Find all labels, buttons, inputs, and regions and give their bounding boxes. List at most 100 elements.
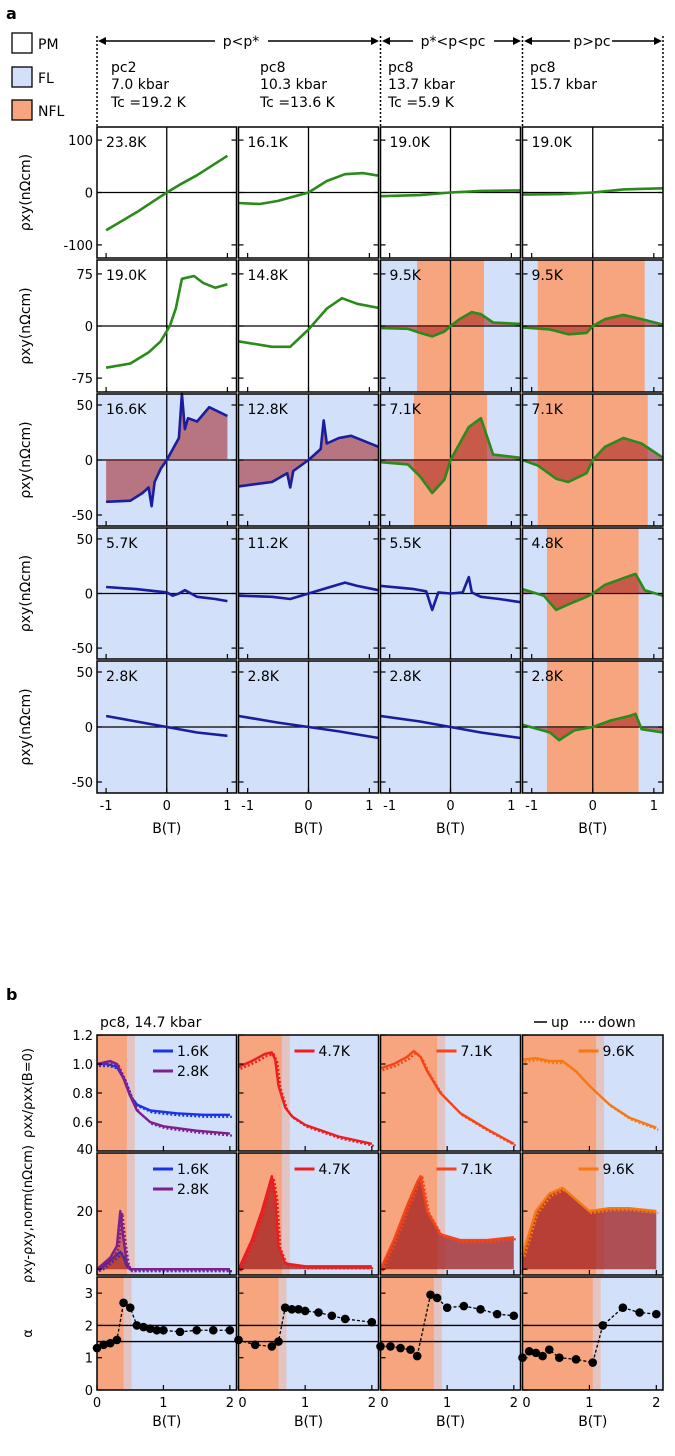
subplot-b-r2-c4: 9.6K — [521, 1152, 664, 1276]
y-tick-label: 40 — [76, 1143, 93, 1158]
alpha-point — [476, 1304, 485, 1314]
pressure: 13.7 kbar — [388, 77, 455, 93]
y-tick-label: 0 — [85, 1263, 93, 1278]
x-tick-label: 2 — [368, 1396, 376, 1411]
regime-arrowheads — [98, 37, 662, 45]
x-tick-label: 1 — [650, 799, 658, 814]
alpha-point — [327, 1311, 337, 1321]
alpha-point — [396, 1343, 405, 1353]
y-axis-label: ρxy(nΩcm) — [18, 287, 34, 364]
nfl-region — [97, 1277, 124, 1390]
alpha-point — [112, 1335, 122, 1345]
y-tick-label: 1.0 — [72, 1058, 93, 1073]
alpha-point — [588, 1358, 598, 1367]
temperature-label: 2.8K — [106, 669, 138, 685]
data-curve — [238, 581, 379, 601]
pressure: 10.3 kbar — [260, 77, 327, 93]
alpha-point — [618, 1303, 628, 1312]
x-tick-label: 2 — [652, 1396, 660, 1411]
subplot-a-r3-c3: 7.1K — [379, 393, 522, 527]
y-tick-label: 0 — [85, 588, 93, 603]
nfl-region — [380, 1277, 434, 1390]
temperature-label: 16.1K — [248, 135, 289, 151]
alpha-point — [432, 1293, 442, 1303]
subplot-a-r4-c1: 5.7K 50 0 -50 ρxy(nΩcm) — [18, 527, 238, 660]
x-tick-label: -1 — [100, 799, 113, 814]
y-tick-label: 50 — [76, 533, 93, 548]
x-tick-label: 0 — [380, 1396, 388, 1411]
x-tick-label: 1 — [585, 1396, 593, 1411]
subplot-b-r3-c2: 0 1 2 B(T) — [234, 1276, 380, 1430]
temperature-label: 5.5K — [390, 536, 422, 552]
tc: Tc =19.2 K — [110, 95, 187, 111]
data-curve-down — [99, 1064, 232, 1118]
plot-frame — [521, 1152, 664, 1276]
alpha-point — [538, 1351, 547, 1361]
data-curve-up — [96, 1059, 231, 1135]
plot-frame — [521, 1276, 664, 1391]
data-curve-up — [97, 1062, 230, 1117]
subplot-a-r5-c1: 2.8K 50 0 -50 ρxy(nΩcm) -1 0 1 B(T) — [18, 660, 238, 837]
series-legend-label: 1.6K — [177, 1044, 209, 1060]
column-header-2: pc8 10.3 kbar Tc =13.6 K — [259, 60, 336, 111]
x-tick-label: -1 — [383, 799, 396, 814]
subplot-a-r4-c4: 4.8K — [521, 527, 664, 660]
alpha-point — [635, 1308, 644, 1317]
alpha-point — [280, 1303, 290, 1312]
series-legend-label: 2.8K — [177, 1064, 209, 1080]
temperature-label: 7.1K — [390, 402, 422, 418]
x-tick-label: 2 — [226, 1396, 234, 1411]
alpha-point — [208, 1325, 218, 1335]
data-curve-down — [382, 1051, 517, 1147]
y-axis-label: ρxx/ρxx(B=0) — [21, 1048, 36, 1138]
x-axis-label: B(T) — [152, 821, 181, 837]
data-curve-down — [524, 1059, 659, 1131]
subplot-a-r4-c2: 11.2K — [237, 527, 380, 660]
y-tick-label: -100 — [63, 239, 93, 254]
alpha-point — [105, 1338, 115, 1348]
x-tick-label: 1 — [507, 799, 515, 814]
subplot-a-r3-c1: 16.6K 50 0 -50 ρxy(nΩcm) — [18, 392, 238, 527]
alpha-point — [509, 1311, 519, 1321]
y-tick-label: 1.2 — [72, 1029, 93, 1044]
temperature-label: 2.8K — [390, 669, 422, 685]
subplot-a-r1-c2: 16.1K — [237, 126, 380, 259]
x-tick-label: 0 — [522, 1396, 530, 1411]
x-axis-label: B(T) — [294, 1414, 323, 1430]
sample-name: pc8 — [260, 60, 286, 76]
y-axis-label: ρxy(nΩcm) — [18, 555, 34, 632]
temperature-label: 19.0K — [390, 135, 431, 151]
nfl-fade — [279, 1035, 290, 1151]
column-header-3: pc8 13.7 kbar Tc =5.9 K — [387, 60, 455, 111]
y-axis-label: α — [21, 1329, 36, 1338]
alpha-point — [386, 1342, 395, 1351]
series-legend-label: 2.8K — [177, 1182, 209, 1198]
nfl-fade — [121, 1277, 132, 1390]
temperature-label: 19.0K — [106, 268, 147, 284]
pressure: 7.0 kbar — [111, 77, 169, 93]
y-tick-label: 50 — [76, 399, 93, 414]
subplot-a-r3-c4: 7.1K — [521, 393, 664, 527]
alpha-point — [119, 1298, 128, 1308]
regime-label-low: p<p* — [223, 34, 260, 50]
alpha-point — [554, 1353, 564, 1363]
alpha-point — [492, 1309, 502, 1319]
panel-a-label: a — [6, 4, 17, 23]
y-tick-label: 75 — [76, 268, 93, 283]
nfl-fade — [594, 1035, 605, 1151]
data-curve-up — [238, 1051, 373, 1145]
series-legend-label: 9.6K — [603, 1162, 635, 1178]
data-curve — [105, 154, 229, 232]
regime-label-mid: p*<p<pc — [421, 34, 486, 50]
sample-name: pc8 — [530, 60, 556, 76]
alpha-point — [459, 1301, 469, 1311]
subplot-b-r1-c2: 4.7K — [237, 1034, 380, 1152]
alpha-point — [524, 1346, 534, 1356]
temperature-label: 9.5K — [390, 268, 422, 284]
data-curve-up — [379, 1174, 514, 1270]
series-legend-label: 9.6K — [603, 1044, 635, 1060]
y-tick-label: 0 — [85, 320, 93, 335]
y-axis-label: ρxy(nΩcm) — [18, 154, 34, 231]
nfl-fade — [435, 1153, 446, 1275]
